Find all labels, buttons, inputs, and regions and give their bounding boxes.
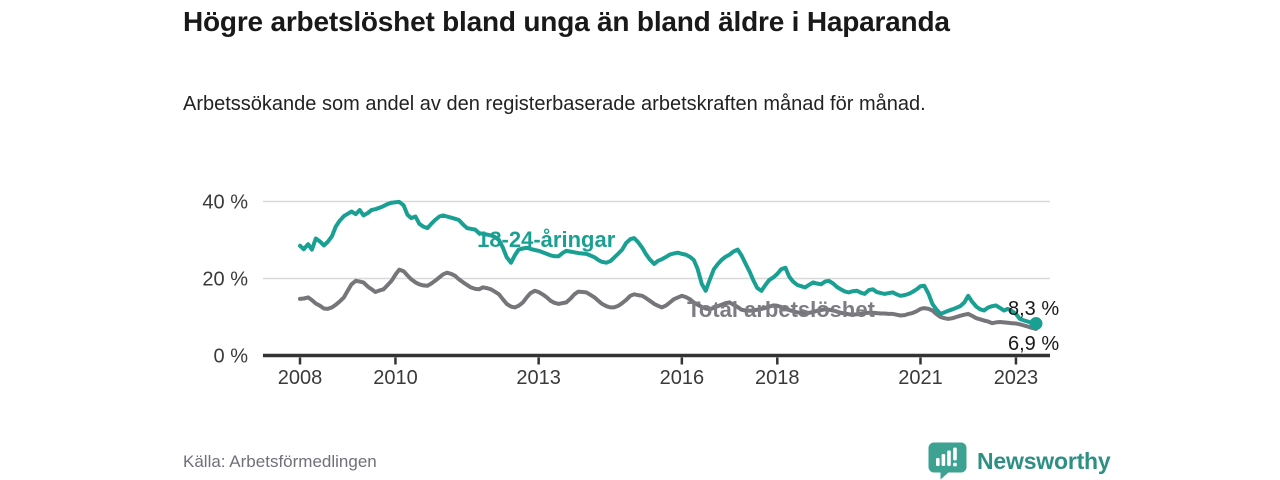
bar-2 — [941, 454, 946, 466]
chart-subtitle: Arbetssökande som andel av den registerb… — [183, 93, 926, 115]
exclamation-bar — [953, 447, 957, 461]
series-endpoint-dot — [1029, 317, 1043, 331]
series-end-value-label: 8,3 % — [1008, 298, 1059, 320]
series-inline-label: Total arbetslöshet — [687, 297, 876, 322]
brand-name: Newsworthy — [977, 447, 1111, 474]
bar-3 — [947, 450, 951, 466]
bar-1 — [936, 458, 940, 466]
x-axis-tick-label: 2023 — [994, 367, 1039, 389]
x-axis-tick-label: 2016 — [660, 367, 705, 389]
series-end-value-label: 6,9 % — [1008, 333, 1059, 355]
source-note: Källa: Arbetsförmedlingen — [183, 452, 377, 471]
x-axis-tick-label: 2010 — [373, 367, 418, 389]
newsworthy-brand: Newsworthy — [928, 442, 1111, 480]
x-axis-tick-label: 2018 — [755, 367, 800, 389]
x-axis-tick-label: 2013 — [516, 367, 561, 389]
series-line-1 — [298, 199, 1038, 326]
x-axis-tick-label: 2021 — [898, 367, 943, 389]
series-line-0 — [298, 267, 1038, 331]
y-axis-tick-label: 0 % — [214, 346, 249, 368]
x-axis-tick-label: 2008 — [278, 367, 323, 389]
y-axis-tick-label: 20 % — [202, 269, 248, 291]
y-axis-tick-label: 40 % — [202, 192, 248, 214]
exclamation-dot — [953, 462, 957, 467]
bar-chart-speech-bubble-icon — [928, 442, 967, 480]
page-title: Högre arbetslöshet bland unga än bland ä… — [183, 6, 950, 37]
series-inline-label: 18-24-åringar — [477, 227, 616, 252]
